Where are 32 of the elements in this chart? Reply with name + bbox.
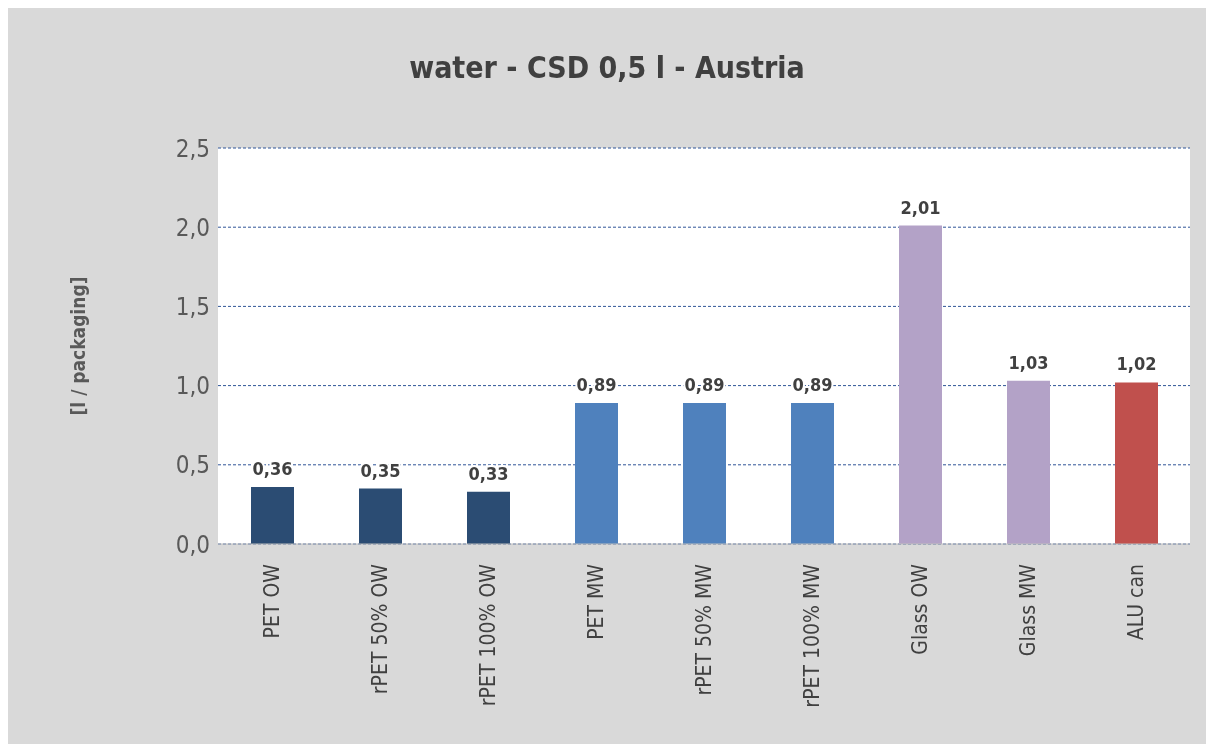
x-tick-label: rPET 50% MW xyxy=(692,563,716,696)
data-label: 0,35 xyxy=(360,459,401,481)
bar xyxy=(359,488,402,544)
chart-title: water - CSD 0,5 l - Austria xyxy=(408,50,806,85)
bar xyxy=(251,486,294,544)
x-tick-label: ALU can xyxy=(1124,564,1148,641)
x-tick-label: PET MW xyxy=(584,563,608,640)
data-label: 2,01 xyxy=(900,196,941,218)
bar xyxy=(1007,380,1050,544)
y-tick-label: 1,0 xyxy=(175,372,210,401)
x-tick-label: PET OW xyxy=(260,563,284,639)
x-tick-label: rPET 100% MW xyxy=(800,563,824,708)
x-tick-label: Glass MW xyxy=(1016,563,1040,657)
bar xyxy=(899,225,942,544)
y-axis-title: [l / packaging] xyxy=(66,276,89,416)
bar xyxy=(683,403,726,544)
y-tick-label: 2,5 xyxy=(175,134,210,163)
data-label: 1,02 xyxy=(1116,353,1157,375)
bar xyxy=(467,491,510,544)
x-tick-label: rPET 50% OW xyxy=(368,563,392,695)
x-tick-label: Glass OW xyxy=(908,563,932,655)
bar xyxy=(791,403,834,544)
x-tick-label: rPET 100% OW xyxy=(476,563,500,707)
data-label: 0,33 xyxy=(468,462,509,484)
y-tick-label: 1,5 xyxy=(175,292,210,321)
y-tick-label: 0,0 xyxy=(175,530,210,559)
bar xyxy=(1115,382,1158,544)
data-label: 0,89 xyxy=(684,374,725,396)
y-tick-label: 2,0 xyxy=(175,213,210,242)
bar xyxy=(575,403,618,544)
y-tick-label: 0,5 xyxy=(175,451,210,480)
data-label: 1,03 xyxy=(1008,351,1049,373)
